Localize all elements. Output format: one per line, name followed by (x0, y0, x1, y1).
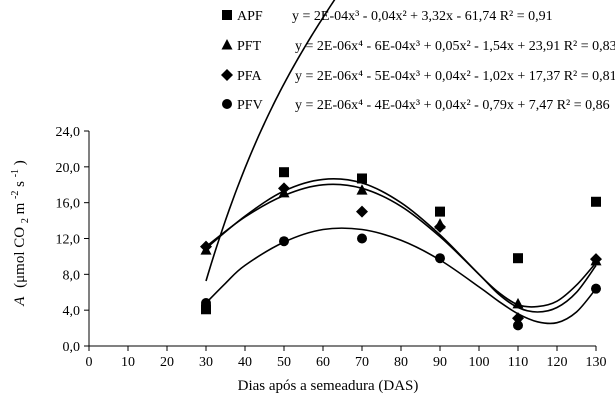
legend-marker-pfa (221, 69, 233, 81)
legend-equation-pfa: y = 2E-06x⁴ - 5E-04x³ + 0,04x² - 1,02x +… (295, 69, 615, 84)
y-axis-label-symbol: A (12, 296, 28, 307)
y-axis-label: A (μmol CO 2 m -2 s -1 ) (6, 160, 32, 307)
y-tick-label: 8,0 (63, 268, 81, 283)
x-tick-label: 90 (433, 355, 447, 370)
x-tick-label: 60 (316, 355, 330, 370)
trendline-apf (205, 0, 336, 282)
legend-equation-pft: y = 2E-06x⁴ - 6E-04x³ + 0,05x² - 1,54x +… (295, 39, 615, 54)
data-points (200, 167, 602, 331)
y-axis-label-sub: 2 (20, 218, 31, 223)
y-axis-label-mid: m (12, 202, 28, 214)
y-axis-label-text: (μmol CO (12, 227, 28, 288)
y-tick-label: 16,0 (56, 197, 81, 212)
point-apf (591, 196, 601, 207)
point-pfa (278, 182, 290, 195)
point-apf (279, 167, 289, 178)
point-pfv (513, 320, 523, 331)
legend-marker-pft (221, 39, 233, 50)
trendline-pft (205, 178, 597, 308)
point-pfa (512, 312, 524, 325)
x-tick-label: 10 (121, 355, 135, 370)
point-pft (512, 297, 524, 309)
x-axis-label: Dias após a semeadura (DAS) (238, 378, 419, 394)
point-pfv (435, 253, 445, 264)
legend-label-pft: PFT (237, 39, 262, 54)
y-tick-label: 4,0 (63, 304, 81, 319)
y-tick-label: 12,0 (56, 233, 81, 248)
x-tick-label: 0 (86, 355, 93, 370)
y-tick-label: 0,0 (63, 340, 81, 355)
x-tick-label: 110 (508, 355, 528, 370)
y-axis-label-sup2: -1 (10, 169, 21, 177)
legend-equation-pfv: y = 2E-06x⁴ - 4E-04x³ + 0,04x² - 0,79x +… (295, 98, 610, 113)
point-apf (357, 173, 367, 184)
x-tick-label: 70 (355, 355, 369, 370)
legend-label-apf: APF (237, 9, 263, 24)
y-tick-label: 24,0 (56, 125, 81, 140)
point-pfv (279, 236, 289, 247)
x-tick-label: 80 (394, 355, 408, 370)
point-pft (356, 184, 368, 195)
point-apf (513, 253, 523, 264)
trendline-pfv (205, 227, 597, 325)
point-pfv (591, 283, 601, 294)
point-pfv (201, 298, 211, 308)
x-tick-label: 20 (160, 355, 174, 370)
legend: APF y = 2E-04x³ - 0,04x² + 3,32x - 61,74 … (221, 9, 615, 113)
legend-label-pfa: PFA (237, 69, 263, 84)
legend-equation-apf: y = 2E-04x³ - 0,04x² + 3,32x - 61,74 R² … (292, 9, 553, 24)
point-pfa (434, 220, 446, 233)
axes: 0 10 20 30 40 50 60 70 80 90 100 110 120 130 0,0 4,0 8,0… (56, 125, 607, 370)
point-apf (435, 206, 445, 217)
legend-marker-pfv (222, 99, 232, 109)
y-axis-label-s: s (12, 181, 28, 187)
point-apf (201, 304, 211, 315)
y-axis-label-close: ) (12, 160, 28, 165)
y-axis-label-sup1: -2 (10, 191, 21, 199)
x-tick-label: 40 (238, 355, 252, 370)
point-pfv (357, 233, 367, 244)
point-pfa (200, 240, 212, 253)
y-tick-label: 20,0 (56, 161, 81, 176)
x-tick-label: 130 (586, 355, 607, 370)
plot-area (200, 0, 602, 331)
legend-label-pfv: PFV (237, 98, 263, 113)
legend-marker-apf (222, 10, 232, 20)
point-pfa (590, 253, 602, 266)
x-tick-label: 30 (199, 355, 213, 370)
x-tick-label: 100 (469, 355, 490, 370)
point-pfa (356, 205, 368, 218)
x-tick-label: 50 (277, 355, 291, 370)
x-tick-label: 120 (547, 355, 568, 370)
